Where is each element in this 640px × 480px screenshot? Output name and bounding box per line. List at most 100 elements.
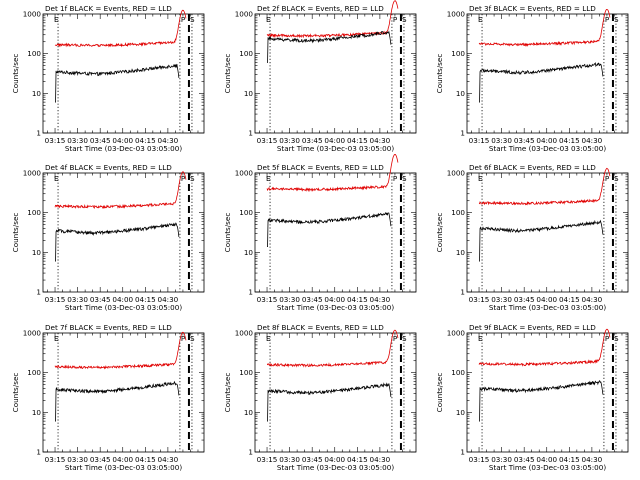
marker-e: E xyxy=(266,334,271,343)
x-tick-label: 04:00 xyxy=(324,136,345,145)
marker-s: S xyxy=(402,174,407,183)
panel-3: Det 3f BLACK = Events, RED = LLD 1 10 100 10… xyxy=(435,4,629,153)
y-tick-label: 1 xyxy=(460,448,465,457)
x-tick-label: 04:00 xyxy=(112,295,133,304)
series-lld xyxy=(266,329,399,368)
y-tick-label: 1000 xyxy=(23,329,42,338)
panel-4: Det 4f BLACK = Events, RED = LLD 1 10 100 10… xyxy=(11,163,205,312)
marker-s: S xyxy=(614,174,619,183)
y-tick-label: 100 xyxy=(27,368,41,377)
y-axis-label: Counts/sec xyxy=(223,213,232,253)
y-tick-label: 1000 xyxy=(447,10,466,19)
panel-2: Det 2f BLACK = Events, RED = LLD 1 10 100 10… xyxy=(223,0,417,153)
x-tick-label: 04:00 xyxy=(112,136,133,145)
x-axis-label: Start Time (03-Dec-03 03:05:00) xyxy=(277,463,394,472)
x-tick-label: 03:30 xyxy=(279,136,300,145)
series-events xyxy=(479,219,604,262)
x-tick-label: 04:15 xyxy=(347,295,368,304)
x-axis-label: Start Time (03-Dec-03 03:05:00) xyxy=(65,303,182,312)
x-axis-label: Start Time (03-Dec-03 03:05:00) xyxy=(65,463,182,472)
panel-title: Det 2f BLACK = Events, RED = LLD xyxy=(257,4,384,13)
plot-frame xyxy=(42,332,205,453)
x-tick-label: 03:15 xyxy=(45,136,66,145)
x-tick-label: 04:00 xyxy=(112,455,133,464)
marker-p: P xyxy=(181,334,186,343)
x-axis-label: Start Time (03-Dec-03 03:05:00) xyxy=(65,144,182,153)
x-tick-label: 03:15 xyxy=(469,136,490,145)
marker-s: S xyxy=(402,15,407,24)
y-tick-label: 10 xyxy=(456,408,466,417)
y-axis-label: Counts/sec xyxy=(11,373,20,413)
x-tick-label: 04:15 xyxy=(347,455,368,464)
marker-s: S xyxy=(190,15,195,24)
y-tick-label: 100 xyxy=(27,49,41,58)
x-tick-label: 04:15 xyxy=(135,455,156,464)
x-tick-label: 04:15 xyxy=(135,136,156,145)
y-tick-label: 100 xyxy=(451,49,465,58)
x-tick-label: 03:45 xyxy=(514,295,535,304)
y-tick-label: 1000 xyxy=(235,10,254,19)
x-axis-label: Start Time (03-Dec-03 03:05:00) xyxy=(489,144,606,153)
y-tick-label: 10 xyxy=(32,408,42,417)
y-tick-label: 1 xyxy=(36,448,41,457)
x-tick-label: 03:15 xyxy=(257,295,278,304)
y-tick-label: 100 xyxy=(239,49,253,58)
marker-p: P xyxy=(605,15,610,24)
x-tick-label: 04:30 xyxy=(582,455,603,464)
series-lld xyxy=(54,171,187,210)
y-tick-label: 10 xyxy=(32,248,42,257)
panel-title: Det 4f BLACK = Events, RED = LLD xyxy=(45,163,172,172)
x-tick-label: 04:30 xyxy=(582,295,603,304)
y-tick-label: 100 xyxy=(451,368,465,377)
x-tick-label: 03:45 xyxy=(90,136,111,145)
x-tick-label: 03:15 xyxy=(45,295,66,304)
series-events xyxy=(479,62,604,103)
x-tick-label: 04:30 xyxy=(158,455,179,464)
y-axis-label: Counts/sec xyxy=(435,54,444,94)
panel-title: Det 7f BLACK = Events, RED = LLD xyxy=(45,323,172,332)
panel-title: Det 9f BLACK = Events, RED = LLD xyxy=(469,323,596,332)
y-tick-label: 10 xyxy=(244,248,254,257)
series-events xyxy=(55,380,180,422)
marker-p: P xyxy=(605,174,610,183)
series-events xyxy=(267,30,392,63)
x-tick-label: 04:30 xyxy=(158,295,179,304)
y-tick-label: 10 xyxy=(456,248,466,257)
x-tick-label: 03:30 xyxy=(491,136,512,145)
y-axis-label: Counts/sec xyxy=(11,213,20,253)
marker-s: S xyxy=(190,174,195,183)
x-tick-label: 04:15 xyxy=(559,455,580,464)
plot-frame xyxy=(42,172,205,293)
x-tick-label: 04:15 xyxy=(559,295,580,304)
marker-p: P xyxy=(181,174,186,183)
y-tick-label: 1 xyxy=(36,129,41,138)
y-tick-label: 1 xyxy=(460,129,465,138)
series-events xyxy=(267,212,392,247)
y-tick-label: 100 xyxy=(239,208,253,217)
y-tick-label: 1 xyxy=(248,288,253,297)
series-events xyxy=(55,222,180,262)
x-tick-label: 04:00 xyxy=(536,136,557,145)
marker-e: E xyxy=(54,174,59,183)
x-tick-label: 03:15 xyxy=(257,136,278,145)
x-tick-label: 03:15 xyxy=(257,455,278,464)
y-tick-label: 1 xyxy=(36,288,41,297)
marker-e: E xyxy=(266,15,271,24)
series-lld xyxy=(266,153,399,193)
panel-7: Det 7f BLACK = Events, RED = LLD 1 10 100 10… xyxy=(11,323,205,472)
x-tick-label: 04:30 xyxy=(370,295,391,304)
x-axis-label: Start Time (03-Dec-03 03:05:00) xyxy=(277,303,394,312)
y-tick-label: 1000 xyxy=(447,169,466,178)
marker-e: E xyxy=(54,334,59,343)
x-tick-label: 03:30 xyxy=(67,455,88,464)
marker-e: E xyxy=(266,174,271,183)
series-lld xyxy=(478,8,611,47)
y-tick-label: 10 xyxy=(244,408,254,417)
x-tick-label: 03:30 xyxy=(491,455,512,464)
y-axis-label: Counts/sec xyxy=(223,54,232,94)
x-tick-label: 03:30 xyxy=(67,136,88,145)
x-tick-label: 03:45 xyxy=(90,455,111,464)
marker-p: P xyxy=(393,334,398,343)
x-tick-label: 04:15 xyxy=(135,295,156,304)
x-axis-label: Start Time (03-Dec-03 03:05:00) xyxy=(489,303,606,312)
